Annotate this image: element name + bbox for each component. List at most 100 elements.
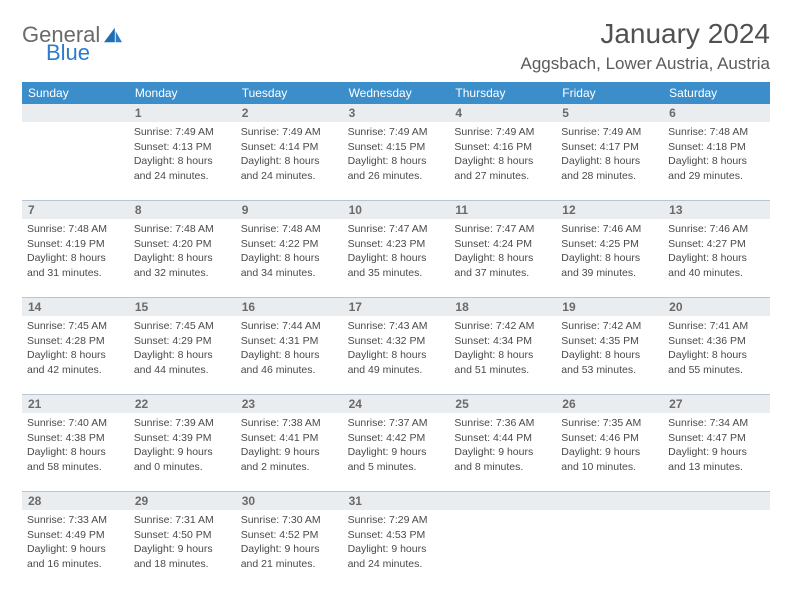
day-info-line: and 0 minutes. bbox=[134, 460, 231, 475]
dow-saturday: Saturday bbox=[663, 82, 770, 104]
sail-icon bbox=[102, 26, 124, 44]
day-cell: Sunrise: 7:42 AMSunset: 4:35 PMDaylight:… bbox=[556, 316, 663, 394]
day-info: Sunrise: 7:37 AMSunset: 4:42 PMDaylight:… bbox=[348, 416, 445, 475]
day-info: Sunrise: 7:47 AMSunset: 4:23 PMDaylight:… bbox=[348, 222, 445, 281]
day-cell: Sunrise: 7:47 AMSunset: 4:23 PMDaylight:… bbox=[343, 219, 450, 297]
day-number: 8 bbox=[129, 201, 236, 219]
day-cell: Sunrise: 7:36 AMSunset: 4:44 PMDaylight:… bbox=[449, 413, 556, 491]
day-info-line: Sunrise: 7:39 AM bbox=[134, 416, 231, 431]
day-info-line: Sunset: 4:23 PM bbox=[348, 237, 445, 252]
month-title: January 2024 bbox=[521, 18, 770, 50]
day-info-line: Sunset: 4:53 PM bbox=[348, 528, 445, 543]
day-info-line: and 31 minutes. bbox=[27, 266, 124, 281]
day-number: 10 bbox=[343, 201, 450, 219]
day-info-line: Daylight: 8 hours bbox=[668, 348, 765, 363]
day-info-line: Daylight: 8 hours bbox=[454, 154, 551, 169]
day-cell: Sunrise: 7:29 AMSunset: 4:53 PMDaylight:… bbox=[343, 510, 450, 588]
day-info-line: Sunrise: 7:30 AM bbox=[241, 513, 338, 528]
day-info: Sunrise: 7:41 AMSunset: 4:36 PMDaylight:… bbox=[668, 319, 765, 378]
day-info-line: Sunrise: 7:46 AM bbox=[668, 222, 765, 237]
day-info-line: Sunset: 4:36 PM bbox=[668, 334, 765, 349]
day-number: 29 bbox=[129, 492, 236, 510]
day-number bbox=[556, 492, 663, 510]
day-info-line: Sunset: 4:41 PM bbox=[241, 431, 338, 446]
daynum-row: 28293031 bbox=[22, 492, 770, 510]
day-number: 31 bbox=[343, 492, 450, 510]
day-info-line: Daylight: 8 hours bbox=[668, 154, 765, 169]
day-number: 16 bbox=[236, 298, 343, 316]
day-cell bbox=[22, 122, 129, 200]
day-info-line: and 39 minutes. bbox=[561, 266, 658, 281]
day-info: Sunrise: 7:44 AMSunset: 4:31 PMDaylight:… bbox=[241, 319, 338, 378]
day-cell: Sunrise: 7:35 AMSunset: 4:46 PMDaylight:… bbox=[556, 413, 663, 491]
day-cell: Sunrise: 7:33 AMSunset: 4:49 PMDaylight:… bbox=[22, 510, 129, 588]
day-cell: Sunrise: 7:48 AMSunset: 4:19 PMDaylight:… bbox=[22, 219, 129, 297]
dow-wednesday: Wednesday bbox=[343, 82, 450, 104]
day-info-line: Sunset: 4:14 PM bbox=[241, 140, 338, 155]
daynum-row: 123456 bbox=[22, 104, 770, 122]
day-info-line: Daylight: 8 hours bbox=[348, 348, 445, 363]
day-number: 26 bbox=[556, 395, 663, 413]
day-info-line: Sunset: 4:28 PM bbox=[27, 334, 124, 349]
day-info-line: Sunset: 4:42 PM bbox=[348, 431, 445, 446]
day-info-line: Sunrise: 7:49 AM bbox=[348, 125, 445, 140]
day-number: 3 bbox=[343, 104, 450, 122]
day-info: Sunrise: 7:48 AMSunset: 4:20 PMDaylight:… bbox=[134, 222, 231, 281]
day-cell: Sunrise: 7:48 AMSunset: 4:22 PMDaylight:… bbox=[236, 219, 343, 297]
day-cell: Sunrise: 7:39 AMSunset: 4:39 PMDaylight:… bbox=[129, 413, 236, 491]
day-info: Sunrise: 7:46 AMSunset: 4:27 PMDaylight:… bbox=[668, 222, 765, 281]
day-info: Sunrise: 7:48 AMSunset: 4:19 PMDaylight:… bbox=[27, 222, 124, 281]
day-cell bbox=[663, 510, 770, 588]
dow-sunday: Sunday bbox=[22, 82, 129, 104]
day-info-line: Sunrise: 7:34 AM bbox=[668, 416, 765, 431]
day-number: 1 bbox=[129, 104, 236, 122]
day-info: Sunrise: 7:45 AMSunset: 4:28 PMDaylight:… bbox=[27, 319, 124, 378]
day-info: Sunrise: 7:40 AMSunset: 4:38 PMDaylight:… bbox=[27, 416, 124, 475]
day-number: 12 bbox=[556, 201, 663, 219]
day-info-line: and 37 minutes. bbox=[454, 266, 551, 281]
day-info: Sunrise: 7:38 AMSunset: 4:41 PMDaylight:… bbox=[241, 416, 338, 475]
day-cell: Sunrise: 7:46 AMSunset: 4:27 PMDaylight:… bbox=[663, 219, 770, 297]
day-number: 28 bbox=[22, 492, 129, 510]
daynum-row: 78910111213 bbox=[22, 201, 770, 219]
day-info-line: and 35 minutes. bbox=[348, 266, 445, 281]
day-info-line: Sunrise: 7:43 AM bbox=[348, 319, 445, 334]
day-info-line: and 26 minutes. bbox=[348, 169, 445, 184]
day-info-line: Daylight: 9 hours bbox=[348, 542, 445, 557]
day-info-line: Sunrise: 7:47 AM bbox=[348, 222, 445, 237]
day-info-line: and 32 minutes. bbox=[134, 266, 231, 281]
day-info-line: Sunset: 4:50 PM bbox=[134, 528, 231, 543]
day-info: Sunrise: 7:39 AMSunset: 4:39 PMDaylight:… bbox=[134, 416, 231, 475]
day-info: Sunrise: 7:49 AMSunset: 4:17 PMDaylight:… bbox=[561, 125, 658, 184]
day-info-line: Sunset: 4:31 PM bbox=[241, 334, 338, 349]
day-info-line: Sunrise: 7:49 AM bbox=[561, 125, 658, 140]
day-number: 23 bbox=[236, 395, 343, 413]
day-cell: Sunrise: 7:45 AMSunset: 4:29 PMDaylight:… bbox=[129, 316, 236, 394]
day-info: Sunrise: 7:35 AMSunset: 4:46 PMDaylight:… bbox=[561, 416, 658, 475]
day-info-line: Daylight: 9 hours bbox=[27, 542, 124, 557]
day-info-line: Sunset: 4:19 PM bbox=[27, 237, 124, 252]
day-of-week-header: Sunday Monday Tuesday Wednesday Thursday… bbox=[22, 82, 770, 104]
day-info-line: Sunrise: 7:47 AM bbox=[454, 222, 551, 237]
dow-friday: Friday bbox=[556, 82, 663, 104]
day-info-line: and 42 minutes. bbox=[27, 363, 124, 378]
day-info-line: Sunset: 4:47 PM bbox=[668, 431, 765, 446]
day-number: 9 bbox=[236, 201, 343, 219]
day-info-line: Daylight: 8 hours bbox=[454, 348, 551, 363]
daynum-row: 21222324252627 bbox=[22, 395, 770, 413]
day-cell: Sunrise: 7:49 AMSunset: 4:15 PMDaylight:… bbox=[343, 122, 450, 200]
day-info-line: Sunset: 4:49 PM bbox=[27, 528, 124, 543]
day-info-line: Sunrise: 7:29 AM bbox=[348, 513, 445, 528]
day-number bbox=[449, 492, 556, 510]
day-info-line: Daylight: 9 hours bbox=[134, 542, 231, 557]
day-info-line: Sunrise: 7:31 AM bbox=[134, 513, 231, 528]
day-info-line: Sunrise: 7:49 AM bbox=[454, 125, 551, 140]
day-info-line: Daylight: 8 hours bbox=[134, 154, 231, 169]
day-info-line: Daylight: 8 hours bbox=[27, 445, 124, 460]
day-info-line: Sunset: 4:38 PM bbox=[27, 431, 124, 446]
day-info-line: and 55 minutes. bbox=[668, 363, 765, 378]
day-info-line: Sunset: 4:13 PM bbox=[134, 140, 231, 155]
day-number: 18 bbox=[449, 298, 556, 316]
day-info-line: Sunrise: 7:49 AM bbox=[134, 125, 231, 140]
day-info-line: Daylight: 8 hours bbox=[27, 251, 124, 266]
